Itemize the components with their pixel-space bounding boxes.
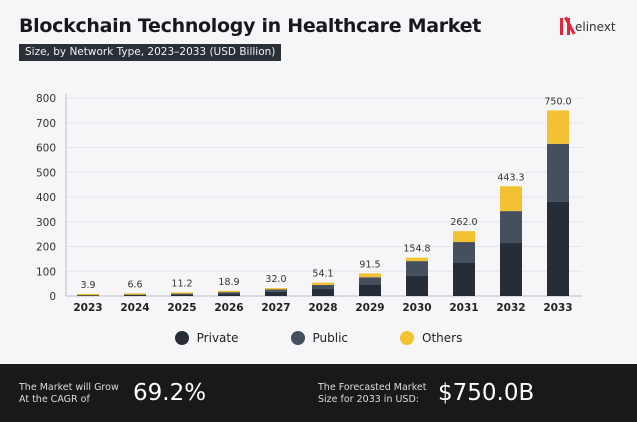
bar-segment-private	[406, 275, 428, 296]
y-tick-label: 200	[36, 242, 56, 254]
cagr-value: 69.2%	[133, 380, 207, 406]
bar-segment-private	[124, 294, 146, 296]
forecast-label-line: Size for 2033 in USD:	[318, 394, 419, 405]
x-tick-label: 2026	[214, 302, 243, 314]
y-tick-label: 0	[49, 291, 56, 303]
bar-segment-private	[500, 243, 522, 296]
legend-label: Private	[196, 331, 239, 345]
bar-segment-public	[453, 242, 475, 263]
x-tick-label: 2024	[120, 302, 149, 314]
bar-segment-others	[500, 186, 522, 212]
bar-segment-public	[312, 284, 334, 290]
summary-footer: The Market will Grow At the CAGR of 69.2%…	[0, 364, 637, 422]
y-tick-label: 100	[36, 266, 56, 278]
legend-item-public: Public	[290, 331, 349, 345]
forecast-label-line: The Forecasted Market	[318, 382, 427, 393]
elinext-logo: elinext	[560, 18, 616, 35]
y-tick-label: 700	[36, 118, 56, 130]
x-tick-label: 2030	[402, 302, 431, 314]
y-tick-label: 400	[36, 192, 56, 204]
cagr-label-line: The Market will Grow	[19, 382, 119, 393]
data-label: 443.3	[497, 172, 524, 183]
bar-segment-others	[312, 282, 334, 285]
logo-text: elinext	[575, 19, 616, 34]
logo-icon	[560, 18, 570, 35]
legend: Private Public Others	[0, 331, 637, 345]
bar-segment-public	[265, 289, 287, 292]
bar-segment-others	[218, 290, 240, 293]
x-tick-label: 2027	[261, 302, 290, 314]
forecast-value: $750.0B	[438, 380, 535, 406]
bar-segment-public	[500, 211, 522, 244]
bar-segment-others	[453, 231, 475, 243]
data-label: 6.6	[127, 279, 142, 290]
bar-segment-others	[171, 292, 193, 294]
data-label: 3.9	[80, 280, 95, 291]
legend-item-others: Others	[400, 331, 462, 345]
bar-segment-private	[312, 289, 334, 296]
stacked-bar-chart: 0 100 200 300 400 500 600 700 800 3.9 2023 6.6 2024 1…	[36, 93, 582, 314]
bar-segment-private	[547, 201, 569, 296]
bar-segment-others	[359, 273, 381, 278]
bar-segment-others	[124, 293, 146, 295]
y-tick-label: 800	[36, 93, 56, 105]
x-tick-label: 2029	[355, 302, 384, 314]
bar-segment-private	[265, 291, 287, 296]
bar-segment-private	[218, 293, 240, 296]
x-tick-label: 2031	[449, 302, 478, 314]
data-label: 750.0	[544, 96, 571, 107]
legend-label: Others	[422, 331, 463, 345]
legend-swatch	[174, 331, 189, 345]
chart-title: Blockchain Technology in Healthcare Mark…	[19, 15, 482, 37]
bar-segment-others	[77, 293, 99, 296]
data-label: 54.1	[312, 269, 333, 280]
y-tick-label: 500	[36, 167, 56, 179]
x-tick-label: 2033	[543, 302, 572, 314]
x-tick-label: 2025	[167, 302, 196, 314]
cagr-label-line: At the CAGR of	[19, 394, 90, 405]
bar-segment-public	[359, 277, 381, 285]
x-tick-label: 2028	[308, 302, 337, 314]
data-label: 11.2	[171, 278, 192, 289]
data-label: 91.5	[359, 259, 380, 270]
legend-swatch	[400, 331, 415, 345]
bar-segment-others	[406, 257, 428, 262]
data-label: 18.9	[218, 277, 239, 288]
bar-segment-public	[406, 261, 428, 276]
y-tick-label: 300	[36, 217, 56, 229]
chart-subtitle: Size, by Network Type, 2023–2033 (USD Bi…	[19, 44, 282, 61]
bar-segment-private	[453, 262, 475, 296]
bar-segment-private	[359, 284, 381, 296]
bar-segment-others	[547, 110, 569, 144]
legend-swatch	[290, 331, 305, 345]
y-tick-label: 600	[36, 143, 56, 155]
bar-segment-private	[171, 294, 193, 296]
legend-item-private: Private	[174, 331, 239, 345]
bar-segment-public	[218, 292, 240, 294]
bar-segment-others	[265, 288, 287, 290]
x-tick-label: 2023	[73, 302, 102, 314]
x-tick-label: 2032	[496, 302, 525, 314]
bar-segment-public	[171, 293, 193, 295]
bar-segment-public	[547, 143, 569, 202]
data-label: 262.0	[450, 217, 477, 228]
legend-label: Public	[312, 331, 349, 345]
cagr-label: The Market will Grow At the CAGR of	[19, 382, 119, 406]
data-label: 154.8	[403, 244, 430, 255]
data-label: 32.0	[265, 274, 286, 285]
forecast-label: The Forecasted Market Size for 2033 in US…	[318, 382, 426, 406]
